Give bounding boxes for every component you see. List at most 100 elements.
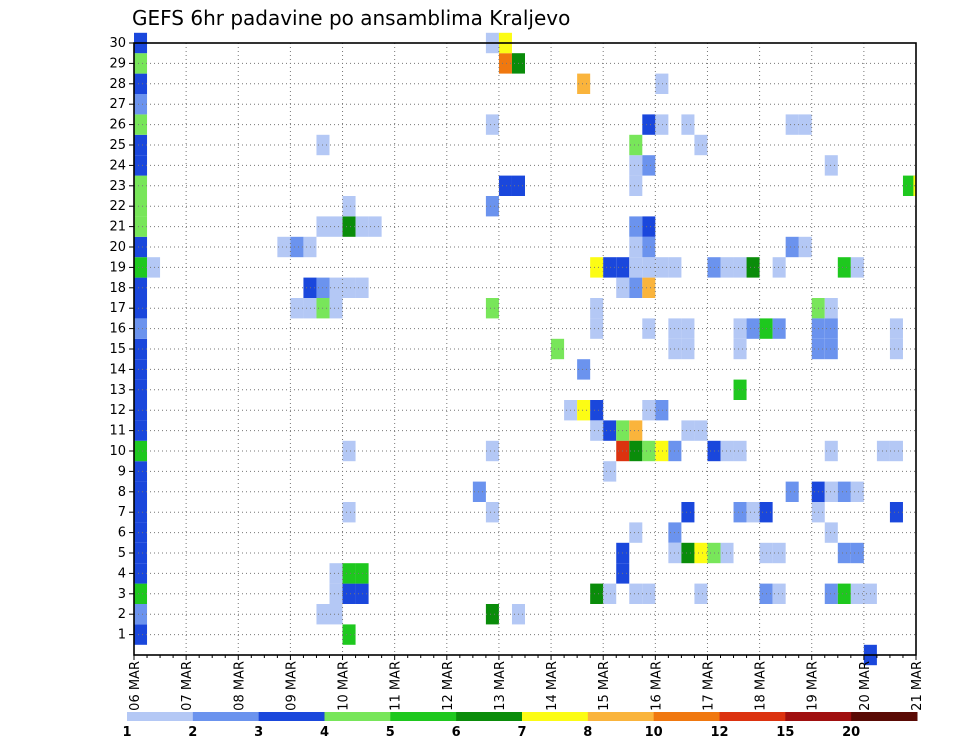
legend-swatch xyxy=(785,712,852,721)
x-tick-label: 09 MAR xyxy=(284,661,299,711)
heatmap-cell xyxy=(134,522,148,543)
heatmap-cell xyxy=(720,440,734,462)
heatmap-cell xyxy=(342,563,356,584)
heatmap-cell xyxy=(342,502,356,523)
heatmap-cell xyxy=(642,216,656,237)
legend: 1 2 3 4 5 6 7 8 10 12 15 20 xyxy=(122,712,918,740)
heatmap-cell xyxy=(733,440,747,462)
heatmap-cell xyxy=(629,155,643,176)
heatmap-cell xyxy=(134,236,148,258)
heatmap-cell xyxy=(889,318,903,339)
heatmap-cell xyxy=(329,277,343,298)
heatmap-cell xyxy=(746,318,760,339)
heatmap-cell xyxy=(485,604,499,625)
x-tick-label: 21 MAR xyxy=(910,661,925,711)
legend-swatch xyxy=(324,712,391,721)
heatmap-cell xyxy=(707,542,721,564)
heatmap-cell xyxy=(720,542,734,564)
heatmap-cell xyxy=(603,461,617,482)
heatmap-cell xyxy=(342,196,356,217)
heatmap-cell xyxy=(134,73,148,94)
heatmap-cell xyxy=(590,257,604,278)
heatmap-cell xyxy=(889,502,903,523)
heatmap-cell xyxy=(551,338,565,360)
heatmap-cell xyxy=(642,236,656,258)
heatmap-cell xyxy=(798,114,812,135)
heatmap-cell xyxy=(772,542,786,564)
heatmap-cell xyxy=(134,134,148,156)
heatmap-cell xyxy=(342,440,356,462)
heatmap-cell xyxy=(642,277,656,298)
heatmap-cell xyxy=(134,440,148,462)
heatmap-cell xyxy=(342,277,356,298)
legend-swatch xyxy=(522,712,589,721)
y-tick-label: 23 xyxy=(109,179,126,194)
legend-swatch xyxy=(587,712,655,721)
y-tick-label: 13 xyxy=(109,383,126,398)
heatmap-cell xyxy=(733,502,747,523)
heatmap-cell xyxy=(577,400,591,421)
heatmap-cell xyxy=(134,563,148,584)
heatmap-cell xyxy=(277,236,291,258)
heatmap-cell xyxy=(876,440,890,462)
y-tick-label: 28 xyxy=(109,77,126,92)
legend-label: 15 xyxy=(776,725,794,740)
heatmap-cell xyxy=(681,318,695,339)
legend-swatch xyxy=(192,712,260,721)
heatmap-cell xyxy=(134,196,148,217)
y-tick-label: 17 xyxy=(109,301,126,316)
y-tick-label: 26 xyxy=(109,118,126,133)
heatmap-cell xyxy=(368,216,382,237)
heatmap-cell xyxy=(134,257,148,278)
heatmap-cell xyxy=(342,583,356,604)
heatmap-cell xyxy=(303,298,317,319)
heatmap-cell xyxy=(329,563,343,584)
heatmap-cell xyxy=(485,502,499,523)
y-tick-label: 27 xyxy=(109,97,126,112)
y-tick-label: 2 xyxy=(118,607,126,622)
y-tick-label: 20 xyxy=(109,240,126,255)
x-tick-label: 13 MAR xyxy=(493,661,508,711)
heatmap-cell xyxy=(642,257,656,278)
heatmap-cell xyxy=(785,236,799,258)
legend-label: 3 xyxy=(254,725,263,740)
heatmap-cell xyxy=(694,134,708,156)
heatmap-cell xyxy=(642,440,656,462)
heatmap-cell xyxy=(498,175,512,196)
heatmap-cell xyxy=(824,318,838,339)
heatmap-cell xyxy=(824,522,838,543)
heatmap-cell xyxy=(603,257,617,278)
heatmap-cell xyxy=(472,481,486,502)
heatmap-cell xyxy=(850,583,864,604)
heatmap-cell xyxy=(134,379,148,400)
heatmap-cell xyxy=(590,298,604,319)
legend-label: 12 xyxy=(710,725,728,740)
heatmap-cell xyxy=(629,236,643,258)
heatmap-cell xyxy=(824,583,838,604)
legend-label: 7 xyxy=(517,725,526,740)
heatmap-cell xyxy=(590,420,604,441)
heatmap-cell xyxy=(134,481,148,502)
legend-label: 8 xyxy=(583,725,592,740)
heatmap-cell xyxy=(629,277,643,298)
y-tick-label: 29 xyxy=(109,56,126,71)
heatmap-cell xyxy=(134,542,148,564)
heatmap-cell xyxy=(824,298,838,319)
y-tick-label: 15 xyxy=(109,342,126,357)
y-tick-label: 4 xyxy=(118,566,126,581)
heatmap-cell xyxy=(485,440,499,462)
legend-label: 20 xyxy=(842,725,860,740)
x-tick-label: 08 MAR xyxy=(232,661,247,711)
heatmap-cell xyxy=(824,481,838,502)
heatmap-cell xyxy=(577,73,591,94)
heatmap-cell xyxy=(733,318,747,339)
heatmap-cell xyxy=(134,338,148,360)
heatmap-cell xyxy=(134,624,148,645)
heatmap-cell xyxy=(655,73,669,94)
heatmap-cell xyxy=(629,420,643,441)
heatmap-cell xyxy=(342,216,356,237)
heatmap-cell xyxy=(303,277,317,298)
heatmap-cell xyxy=(329,583,343,604)
heatmap-cell xyxy=(772,583,786,604)
y-tick-label: 30 xyxy=(109,36,126,51)
